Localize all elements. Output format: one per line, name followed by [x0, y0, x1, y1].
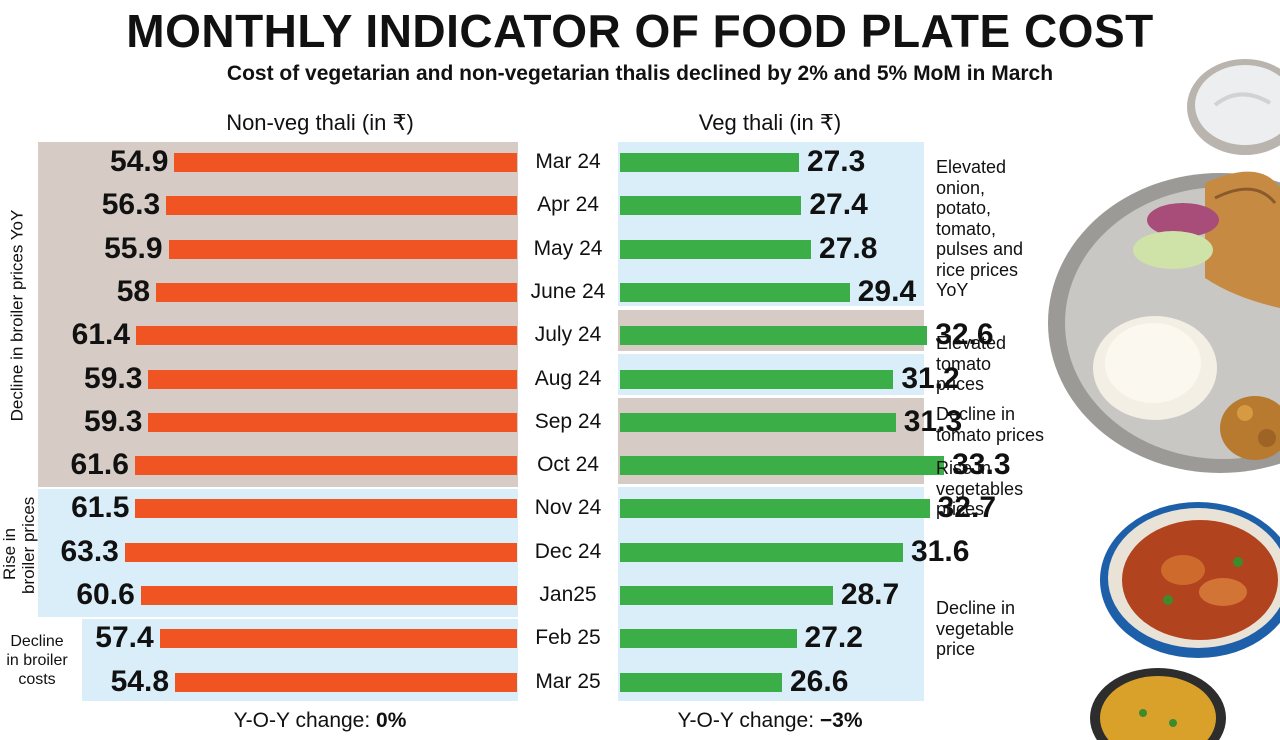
nonveg-bar: [148, 412, 517, 432]
nonveg-value-label: 60.6: [76, 578, 135, 611]
veg-value-label: 28.7: [840, 578, 900, 611]
veg-bar: [620, 282, 850, 302]
nonveg-yoy-value: 0%: [376, 709, 407, 732]
nonveg-bar: [136, 326, 517, 346]
veg-panel-title: Veg thali (in ₹): [698, 110, 842, 135]
veg-bar: [620, 586, 833, 605]
veg-bar: [620, 672, 782, 692]
nonveg-panel-title: Non-veg thali (in ₹): [226, 110, 414, 135]
month-label: Nov 24: [534, 496, 602, 520]
nonveg-bar: [168, 239, 517, 259]
veg-annotation-elevated-onion: Elevated onion, potato, tomato, pulses and ri…: [936, 157, 1024, 300]
nonveg-value-label: 61.4: [71, 318, 131, 352]
nonveg-value-label: 61.5: [71, 491, 130, 525]
month-label: Feb 25: [535, 626, 601, 650]
nonveg-bar: [175, 672, 517, 692]
month-label: Sep 24: [534, 409, 602, 433]
veg-bar: [620, 369, 894, 389]
veg-yoy-change: Y-O-Y change: −3%: [600, 709, 940, 733]
month-label: May 24: [533, 236, 603, 260]
veg-value-label: 31.3: [903, 404, 963, 438]
month-label: Dec 24: [534, 539, 602, 563]
nonveg-value-label: 55.9: [104, 231, 163, 265]
veg-yoy-value: −3%: [819, 709, 863, 732]
nonveg-value-label: 59.3: [84, 404, 143, 438]
chart-title: MONTHLY INDICATOR OF FOOD PLATE COST: [126, 5, 1154, 57]
nonveg-bar: [159, 629, 517, 649]
nonveg-yoy-change: Y-O-Y change: 0%: [120, 709, 520, 733]
veg-annotation-tomato-decline: Decline in tomato prices: [936, 404, 1045, 445]
nonveg-bar: [156, 282, 517, 302]
nonveg-bar: [148, 369, 517, 389]
month-label: Mar 24: [535, 150, 601, 173]
veg-annotation-elevated-tomato: Elevated tomato prices: [936, 333, 1007, 394]
nonveg-value-label: 54.9: [110, 145, 169, 178]
nonveg-value-label: 58: [116, 274, 151, 308]
curd-bowl-icon: [1187, 59, 1280, 155]
veg-annotation-vegetable-decline: Decline in vegetable price: [936, 598, 1016, 659]
nonveg-value-label: 56.3: [101, 188, 161, 222]
veg-bar: [620, 239, 812, 259]
month-label: Mar 25: [535, 669, 601, 693]
veg-bar: [620, 629, 797, 649]
dal-bowl-icon: [1090, 668, 1226, 740]
nonveg-value-label: 61.6: [70, 448, 129, 482]
nonveg-yoy-label: Y-O-Y change:: [233, 709, 377, 732]
month-label: July 24: [534, 323, 602, 347]
veg-value-label: 27.3: [806, 145, 866, 178]
month-label: Oct 24: [537, 453, 599, 477]
month-label: Apr 24: [537, 193, 599, 217]
veg-bar: [620, 412, 896, 432]
curry-bowl-icon: [1100, 502, 1280, 658]
veg-value-label: 32.6: [935, 318, 994, 352]
nonveg-bar: [166, 196, 517, 216]
veg-value-label: 27.4: [809, 188, 868, 222]
veg-value-label: 27.8: [819, 231, 878, 265]
veg-value-label: 29.4: [857, 274, 917, 308]
nonveg-value-label: 54.8: [110, 664, 169, 698]
veg-value-label: 26.6: [790, 664, 849, 698]
veg-value-label: 33.3: [952, 448, 1011, 482]
veg-value-label: 31.6: [911, 534, 970, 568]
chart-subtitle: Cost of vegetarian and non-vegetarian th…: [226, 62, 1054, 85]
veg-annotation-vegetables-rise: Rise in vegetables prices: [936, 458, 1024, 519]
veg-value-label: 27.2: [804, 621, 863, 655]
nonveg-bar: [174, 153, 517, 172]
nonveg-annotation-broiler-decline-yoy: Decline in broiler prices YoY: [7, 209, 27, 422]
month-label: Aug 24: [534, 366, 602, 390]
veg-yoy-label: Y-O-Y change:: [677, 709, 820, 732]
veg-value-label: 31.2: [901, 361, 960, 395]
veg-bar: [620, 499, 930, 519]
nonveg-annotation-broiler-costs: Decline in broiler costs: [6, 633, 68, 688]
nonveg-bar: [135, 499, 517, 519]
thali-plate-icon: [1048, 171, 1280, 473]
veg-bar: [620, 196, 802, 216]
veg-bar: [620, 456, 945, 476]
veg-bar: [620, 326, 928, 346]
nonveg-bar: [134, 456, 517, 476]
veg-bar: [620, 153, 799, 172]
nonveg-bar: [140, 586, 517, 605]
month-label: June 24: [530, 279, 606, 303]
veg-bar: [620, 542, 903, 562]
veg-value-label: 32.7: [937, 491, 996, 525]
nonveg-value-label: 63.3: [60, 534, 119, 568]
nonveg-bar: [124, 542, 517, 562]
nonveg-value-label: 59.3: [84, 361, 143, 395]
month-label: Jan25: [539, 583, 597, 606]
nonveg-value-label: 57.4: [95, 621, 154, 655]
